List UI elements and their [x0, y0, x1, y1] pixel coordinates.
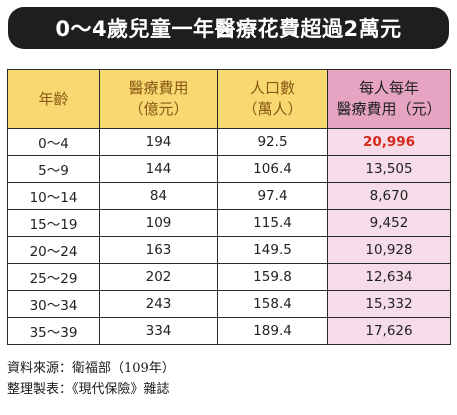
cell-age: 35～39 — [7, 317, 100, 345]
cell-population: 149.5 — [217, 236, 328, 264]
cell-per-capita-cost: 12,634 — [327, 263, 451, 291]
header-medical-cost: 醫療費用 （億元） — [99, 69, 218, 129]
cell-per-capita-cost: 9,452 — [327, 209, 451, 237]
cell-population: 158.4 — [217, 290, 328, 318]
cell-age: 15～19 — [7, 209, 100, 237]
cell-medical-cost: 109 — [99, 209, 218, 237]
header-age: 年齡 — [7, 69, 100, 129]
table-row: 10～14 84 97.4 8,670 — [7, 182, 451, 210]
header-population: 人口數 （萬人） — [217, 69, 328, 129]
table-row: 25～29 202 159.8 12,634 — [7, 263, 451, 291]
cell-medical-cost: 334 — [99, 317, 218, 345]
cell-age: 0～4 — [7, 128, 100, 156]
cell-age: 25～29 — [7, 263, 100, 291]
footer-notes: 資料來源：衛福部（109年） 整理製表：《現代保險》雜誌 — [7, 358, 175, 400]
table-row: 35～39 334 189.4 17,626 — [7, 317, 451, 345]
table-row: 5～9 144 106.4 13,505 — [7, 155, 451, 183]
cell-age: 20～24 — [7, 236, 100, 264]
cell-population: 115.4 — [217, 209, 328, 237]
table-header-row: 年齡 醫療費用 （億元） 人口數 （萬人） 每人每年 醫療費用（元） — [7, 69, 451, 129]
cell-age: 10～14 — [7, 182, 100, 210]
source-note: 資料來源：衛福部（109年） — [7, 361, 175, 376]
header-per-capita-cost: 每人每年 醫療費用（元） — [327, 69, 451, 129]
cell-medical-cost: 194 — [99, 128, 218, 156]
compiled-by-note: 整理製表：《現代保險》雜誌 — [7, 382, 170, 397]
cell-population: 97.4 — [217, 182, 328, 210]
cell-medical-cost: 144 — [99, 155, 218, 183]
cell-per-capita-cost: 20,996 — [327, 128, 451, 156]
cell-population: 92.5 — [217, 128, 328, 156]
cell-age: 30～34 — [7, 290, 100, 318]
cell-per-capita-cost: 8,670 — [327, 182, 451, 210]
cell-population: 189.4 — [217, 317, 328, 345]
title-bar: 0～4歲兒童一年醫療花費超過2萬元 — [8, 7, 449, 49]
cell-population: 159.8 — [217, 263, 328, 291]
cell-per-capita-cost: 15,332 — [327, 290, 451, 318]
table-row: 15～19 109 115.4 9,452 — [7, 209, 451, 237]
cell-per-capita-cost: 10,928 — [327, 236, 451, 264]
cell-age: 5～9 — [7, 155, 100, 183]
cell-per-capita-cost: 13,505 — [327, 155, 451, 183]
cell-population: 106.4 — [217, 155, 328, 183]
table-row: 30～34 243 158.4 15,332 — [7, 290, 451, 318]
cell-medical-cost: 163 — [99, 236, 218, 264]
table-row: 20～24 163 149.5 10,928 — [7, 236, 451, 264]
cell-medical-cost: 243 — [99, 290, 218, 318]
cell-medical-cost: 84 — [99, 182, 218, 210]
cell-per-capita-cost: 17,626 — [327, 317, 451, 345]
table-row: 0～4 194 92.5 20,996 — [7, 128, 451, 156]
cell-medical-cost: 202 — [99, 263, 218, 291]
medical-cost-table: 年齡 醫療費用 （億元） 人口數 （萬人） 每人每年 醫療費用（元） 0～4 1… — [7, 69, 451, 345]
page-title: 0～4歲兒童一年醫療花費超過2萬元 — [55, 17, 402, 41]
